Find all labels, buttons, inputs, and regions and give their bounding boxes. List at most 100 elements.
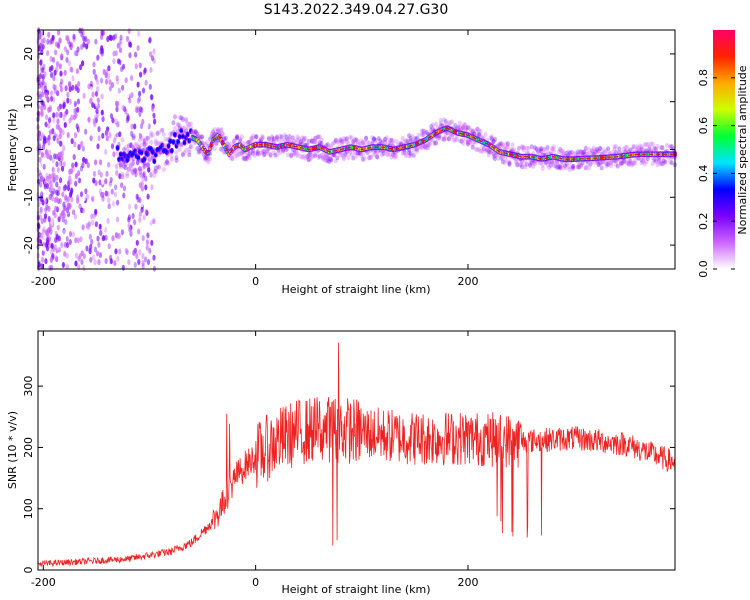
noise-point [62,49,66,56]
noise-point [47,205,51,212]
halo-point [380,140,384,146]
snr-marks [37,342,676,567]
noise-point [107,197,111,204]
halo-point [375,154,380,160]
halo-point [149,133,154,139]
noise-point [62,205,66,212]
noise-point [94,221,98,228]
halo-point [365,149,370,155]
halo-point [126,143,131,149]
halo-point [179,115,184,121]
halo-point [612,146,617,152]
noise-point [115,100,119,107]
noise-point [100,29,104,36]
ridge-point [186,132,190,137]
halo-point [524,161,529,167]
noise-point [47,122,51,129]
noise-point [136,141,141,148]
noise-point [100,93,104,100]
colorbar-gradient [713,30,735,269]
halo-point [550,146,555,152]
y-tick-label: 0 [22,146,35,153]
noise-point [148,215,153,222]
halo-point [173,114,177,120]
halo-point [125,171,130,177]
figure-title: S143.2022.349.04.27.G30 [264,2,449,18]
halo-point [658,159,663,165]
y-tick-label: 100 [22,498,35,519]
halo-point [633,157,638,163]
noise-point [136,81,140,88]
halo-point [254,134,259,139]
noise-point [40,263,44,270]
noise-point [144,175,148,182]
noise-point [107,203,111,210]
halo-point [625,160,630,166]
ridge-point [165,150,169,155]
halo-point [528,162,533,168]
halo-point [231,138,236,144]
noise-point [79,123,83,130]
halo-point [561,151,566,157]
snr-y-axis-title: SNR (10 * v/v) [6,411,19,489]
snr-series-line [37,342,676,567]
halo-point [341,136,346,142]
noise-point [46,38,50,45]
halo-point [212,146,217,152]
noise-point [67,60,71,67]
halo-point [204,140,209,146]
halo-point [469,130,474,136]
halo-point [306,138,311,144]
noise-point [116,42,120,49]
halo-point [316,134,321,140]
halo-point [203,142,208,148]
noise-point [47,134,51,141]
halo-point [630,162,634,168]
halo-point [561,165,566,171]
colorbar-tick-label: 0.6 [697,117,710,135]
noise-point [138,182,142,189]
halo-point [588,150,593,156]
halo-point [319,140,324,146]
noise-point [46,153,50,160]
noise-point [69,156,73,163]
halo-point [365,150,370,156]
noise-point [76,87,80,94]
halo-point [376,136,381,141]
halo-point [545,148,550,154]
noise-point [50,90,54,97]
noise-point [45,175,50,182]
noise-point [143,67,147,74]
halo-point [184,147,189,153]
noise-point [126,115,130,122]
noise-point [66,35,70,42]
halo-point [650,141,655,147]
ridge-point [176,139,180,144]
noise-point [73,50,77,57]
halo-point [362,156,367,162]
halo-point [661,158,666,164]
noise-point [65,236,69,242]
halo-point [520,144,525,150]
halo-point [354,153,359,159]
halo-point [133,167,138,173]
noise-point [60,186,64,193]
halo-point [644,142,649,148]
halo-point [642,161,647,167]
halo-point [407,147,412,153]
halo-point [590,148,595,154]
noise-point [45,204,49,211]
colorbar-tick-label: 0.0 [697,260,710,278]
halo-point [214,140,219,146]
halo-point [509,147,513,153]
halo-point [520,145,525,151]
halo-point [219,127,224,133]
halo-point [618,160,623,166]
halo-point [470,129,475,135]
halo-point [593,149,598,155]
halo-point [153,140,158,146]
halo-point [311,139,316,144]
noise-point [64,85,68,92]
noise-point [101,132,105,139]
noise-point [145,117,149,124]
